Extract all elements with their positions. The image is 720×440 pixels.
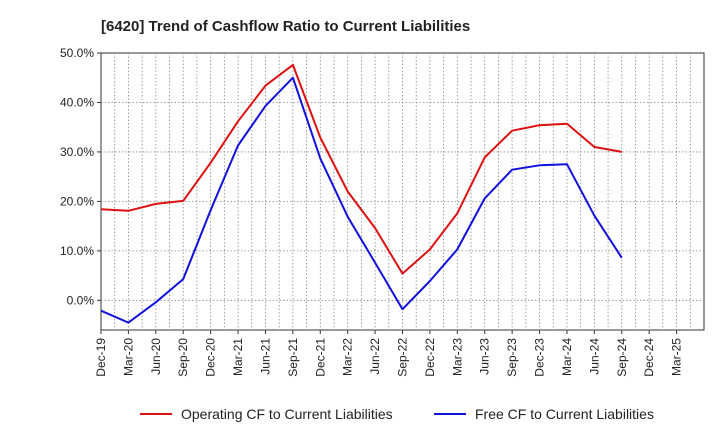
x-tick-label: Jun-21 bbox=[258, 338, 272, 375]
x-tick-label: Mar-23 bbox=[450, 338, 464, 376]
x-tick-label: Sep-24 bbox=[615, 338, 629, 377]
chart-legend: Operating CF to Current Liabilities Free… bbox=[140, 406, 654, 422]
chart-title: [6420] Trend of Cashflow Ratio to Curren… bbox=[101, 18, 470, 35]
x-tick-label: Dec-23 bbox=[533, 338, 547, 377]
x-axis-ticks: Dec-19 Mar-20 Jun-20 Sep-20 Dec-20 Mar-21 Jun-… bbox=[94, 330, 684, 377]
series-lines bbox=[100, 63, 623, 324]
x-tick-label: Dec-20 bbox=[204, 338, 218, 377]
x-tick-label: Jun-24 bbox=[587, 338, 601, 375]
series-line-0 bbox=[100, 63, 622, 275]
legend-label-operating-cf: Operating CF to Current Liabilities bbox=[181, 406, 393, 422]
y-tick-label: 30.0% bbox=[60, 145, 94, 159]
y-tick-label: 10.0% bbox=[60, 244, 94, 258]
x-tick-label: Jun-22 bbox=[368, 338, 382, 375]
x-tick-label: Dec-19 bbox=[94, 338, 108, 377]
y-tick-label: 0.0% bbox=[67, 293, 95, 307]
y-tick-label: 50.0% bbox=[60, 46, 94, 60]
x-tick-label: Mar-24 bbox=[560, 338, 574, 376]
x-tick-label: Sep-21 bbox=[286, 338, 300, 377]
x-tick-label: Sep-20 bbox=[176, 338, 190, 377]
x-tick-label: Mar-22 bbox=[341, 338, 355, 376]
x-tick-label: Mar-25 bbox=[670, 338, 684, 376]
horizontal-gridlines bbox=[101, 102, 704, 301]
vertical-gridlines bbox=[114, 53, 691, 330]
x-tick-label: Mar-21 bbox=[231, 338, 245, 376]
series-line-1 bbox=[100, 76, 623, 324]
x-tick-label: Dec-24 bbox=[642, 338, 656, 377]
x-tick-label: Sep-22 bbox=[396, 338, 410, 377]
x-tick-label: Jun-20 bbox=[149, 338, 163, 375]
x-tick-label: Dec-22 bbox=[423, 338, 437, 377]
x-tick-label: Sep-23 bbox=[505, 338, 519, 377]
y-tick-label: 40.0% bbox=[60, 95, 94, 109]
legend-label-free-cf: Free CF to Current Liabilities bbox=[475, 406, 654, 422]
x-tick-label: Jun-23 bbox=[478, 338, 492, 375]
x-tick-label: Mar-20 bbox=[121, 338, 135, 376]
y-axis-ticks: 0.0% 10.0% 20.0% 30.0% 40.0% 50.0% bbox=[60, 46, 101, 307]
y-tick-label: 20.0% bbox=[60, 194, 94, 208]
x-tick-label: Dec-21 bbox=[313, 338, 327, 377]
